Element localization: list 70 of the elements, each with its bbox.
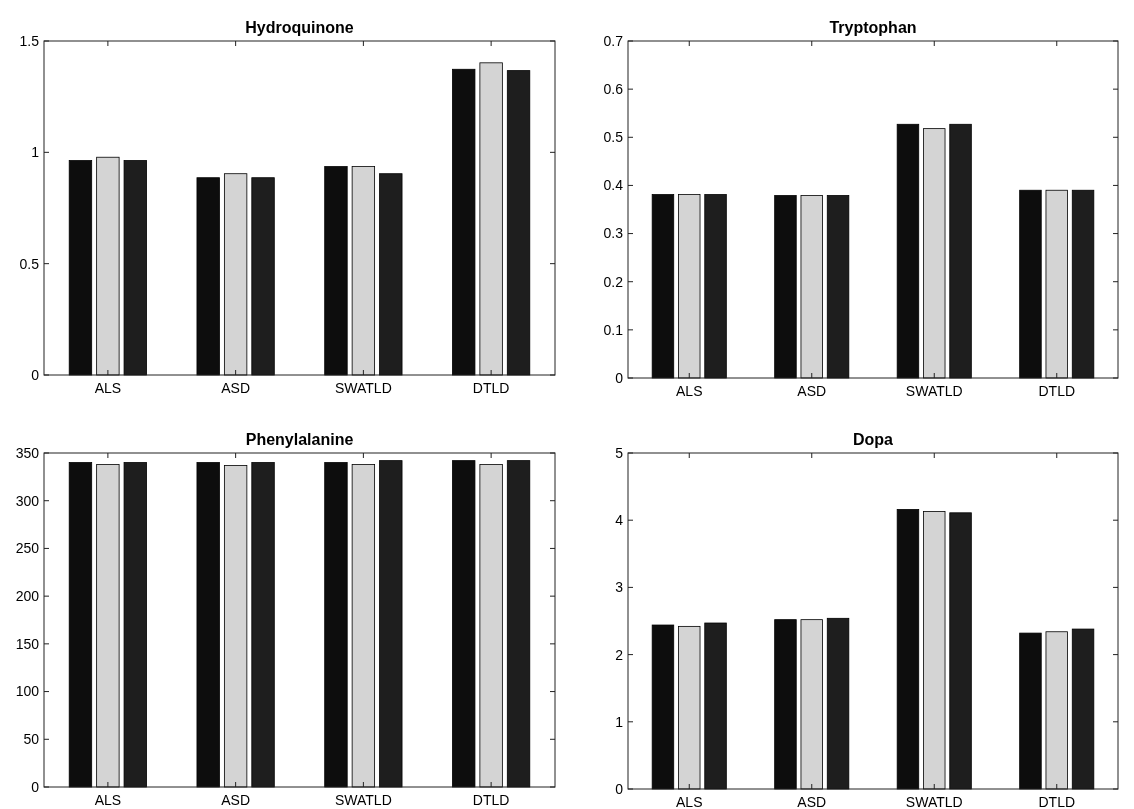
x-tick-label: ALS xyxy=(676,383,703,399)
bar xyxy=(96,156,120,376)
y-tick-label: 1 xyxy=(31,144,40,161)
x-tick-label: DTLD xyxy=(472,380,510,396)
y-tick-label: 0 xyxy=(615,369,624,386)
x-tick-label: SWATLD xyxy=(905,794,963,809)
bar xyxy=(923,128,946,379)
y-tick-label: 0 xyxy=(31,778,40,795)
bar xyxy=(678,194,701,379)
y-tick-label: 0.3 xyxy=(603,225,624,242)
bar xyxy=(800,619,823,790)
bar xyxy=(774,619,797,790)
x-tick-label: ASD xyxy=(797,383,827,399)
x-tick-label: SWATLD xyxy=(334,380,392,396)
bar xyxy=(896,509,920,790)
x-tick-label: DTLD xyxy=(1038,383,1076,399)
x-tick-label: ALS xyxy=(94,792,122,808)
y-tick-label: 300 xyxy=(15,492,40,509)
y-tick-label: 1 xyxy=(615,713,624,730)
y-tick-label: 5 xyxy=(615,444,624,461)
bar xyxy=(351,166,376,376)
y-tick-label: 0.2 xyxy=(603,273,624,290)
chart-title: Tryptophan xyxy=(829,19,917,36)
bar xyxy=(479,62,503,376)
y-tick-label: 1.5 xyxy=(19,32,40,49)
y-tick-label: 100 xyxy=(15,683,40,700)
chart-title: Phenylalanine xyxy=(245,431,354,448)
y-tick-label: 4 xyxy=(615,512,624,529)
y-tick-label: 0.7 xyxy=(603,32,624,49)
bar xyxy=(1019,632,1042,790)
chart-title: Dopa xyxy=(853,431,894,448)
bar xyxy=(324,166,348,376)
y-tick-label: 0.5 xyxy=(603,129,624,146)
bar xyxy=(678,625,701,790)
x-tick-label: ASD xyxy=(221,380,251,396)
bar xyxy=(196,177,220,376)
y-tick-label: 200 xyxy=(15,588,40,605)
bar xyxy=(223,173,248,376)
y-tick-label: 150 xyxy=(15,635,40,652)
bar xyxy=(923,511,946,790)
x-tick-label: DTLD xyxy=(472,792,510,808)
y-tick-label: 0 xyxy=(31,366,40,383)
bar xyxy=(896,123,920,379)
bar xyxy=(1019,189,1042,379)
y-tick-label: 0 xyxy=(615,780,624,797)
y-tick-label: 250 xyxy=(15,540,40,557)
bar xyxy=(1045,631,1068,790)
y-tick-label: 0.4 xyxy=(603,177,624,194)
y-tick-label: 350 xyxy=(15,444,40,461)
bar xyxy=(774,195,797,379)
y-tick-label: 0.1 xyxy=(603,321,624,338)
y-tick-label: 3 xyxy=(615,579,624,596)
y-tick-label: 50 xyxy=(23,731,40,748)
x-tick-label: SWATLD xyxy=(905,383,963,399)
x-tick-label: SWATLD xyxy=(334,792,392,808)
bar xyxy=(1045,189,1068,379)
x-tick-label: ASD xyxy=(797,794,827,809)
x-tick-label: ALS xyxy=(676,794,703,809)
y-tick-label: 0.6 xyxy=(603,81,624,98)
chart-title: Hydroquinone xyxy=(245,19,354,36)
bar xyxy=(651,194,675,379)
bar xyxy=(651,624,675,790)
y-tick-label: 0.5 xyxy=(19,255,40,272)
x-tick-label: DTLD xyxy=(1038,794,1076,809)
bar xyxy=(68,160,93,376)
y-tick-label: 2 xyxy=(615,646,624,663)
bar xyxy=(800,195,823,379)
bar xyxy=(452,68,476,376)
x-tick-label: ASD xyxy=(221,792,251,808)
x-tick-label: ALS xyxy=(94,380,122,396)
